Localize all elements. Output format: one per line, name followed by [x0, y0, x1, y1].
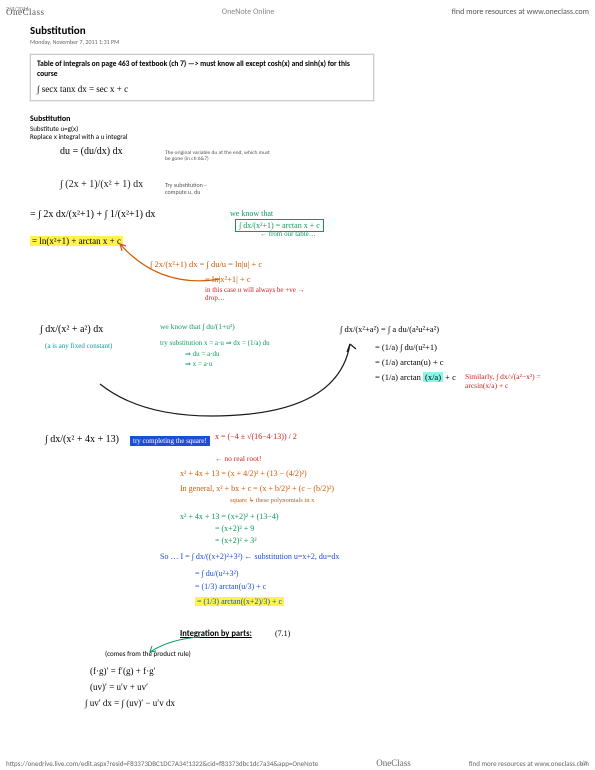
int3-so: So … I = ∫ dx/((x+2)²+3²) ← substitution…	[160, 552, 339, 561]
notebox-eq: ∫ secx tanx dx = sec x + c	[37, 84, 367, 95]
int3-step2: = (1/3) arctan(u/3) + c	[195, 582, 266, 591]
int3-final: = (1/3) arctan((x+2)/3) + c	[195, 597, 284, 606]
int3-gen: In general, x² + bx + c = (x + b/2)² + (…	[180, 484, 334, 493]
date-stamp: 2/9/2016	[6, 5, 29, 13]
ibp-from: (comes from the product rule)	[105, 649, 191, 658]
sub-step2: Replace x integral with a u integral	[30, 132, 127, 141]
page-number: 1/3	[579, 759, 587, 767]
page-date: Monday, November 7, 2011 1:31 PM	[30, 38, 565, 46]
int2-sub2: ⇒ du = a·du	[185, 350, 220, 358]
int3-gen2: square ↳ these polynomials in x	[230, 496, 314, 504]
int3-c3: = (x+2)² + 9	[215, 524, 254, 533]
int2-sub: try substitution x = a·u ⇒ dx = (1/a) du	[160, 339, 270, 347]
footer-url: https://onedrive.live.com/edit.aspx?resi…	[6, 759, 318, 768]
int3-quad: x = (−4 ± √(16−4·13)) / 2	[215, 432, 297, 441]
int2-main: ∫ dx/(x² + a²) dx	[40, 324, 103, 336]
int1-sub2: = ln|x²+1| + c	[205, 274, 251, 284]
notebox-text: Table of integrals on page 463 of textbo…	[37, 60, 367, 80]
int2-rhs4: = (1/a) arctan (x/a) + c	[375, 372, 456, 382]
int3-c1: x² + 4x + 13 = (x + 4/2)² + (13 − (4/2)²…	[180, 469, 307, 478]
app-name: OneNote Online	[222, 7, 275, 17]
note-box: Table of integrals on page 463 of textbo…	[30, 54, 374, 101]
int3-noroot: ← no real root!	[215, 454, 261, 463]
footer-resources: find more resources at www.oneclass.com	[469, 759, 589, 768]
int1-know3: ← from our table…	[260, 230, 316, 238]
footer-brand: OneClass	[376, 758, 411, 768]
int1-split: = ∫ 2x dx/(x²+1) + ∫ 1/(x²+1) dx	[30, 209, 155, 221]
sub-heading: Substitution	[30, 114, 70, 124]
int1-try: Try substitution – compute u, du	[165, 182, 225, 195]
du-eq: du = (du/dx) dx	[60, 146, 123, 158]
int1-main: ∫ (2x + 1)/(x² + 1) dx	[60, 179, 143, 191]
int3-final-hl: = (1/3) arctan((x+2)/3) + c	[195, 597, 284, 606]
resources-link: find more resources at www.oneclass.com	[452, 7, 589, 17]
ibp-title: Integration by parts:	[180, 629, 252, 639]
int1-result-hl: = ln(x²+1) + arctan x + c	[30, 236, 123, 246]
ibp-d1: (f·g)′ = f′(g) + f·g′	[90, 666, 156, 677]
page-content: Substitution Monday, November 7, 2011 1:…	[30, 24, 565, 750]
int3-step: = ∫ du/(u²+3²)	[195, 569, 239, 578]
int3-main: ∫ dx/(x² + 4x + 13)	[45, 434, 119, 446]
int2-rhs1: ∫ dx/(x²+a²) = ∫ a du/(a²u²+a²)	[340, 324, 439, 334]
int1-sub3: in this case u will always be +ve → drop…	[205, 287, 305, 302]
int1-know1: we know that	[230, 209, 273, 218]
int2-rhs3: = (1/a) arctan(u) + c	[375, 357, 444, 367]
page-title: Substitution	[30, 24, 565, 37]
int2-note: (a is any fixed constant)	[45, 342, 112, 350]
du-note: The original variable du at the end, whi…	[165, 150, 275, 162]
int1-sub1: ∫ 2x/(x²+1) dx = ∫ du/u = ln|u| + c	[150, 259, 262, 269]
int1-result: = ln(x²+1) + arctan x + c	[30, 236, 123, 247]
header-bar: OneClass OneNote Online find more resour…	[0, 4, 595, 20]
int3-c4: = (x+2)² + 3²	[215, 536, 257, 545]
int2-sub3: ⇒ x = a·u	[185, 360, 213, 368]
int3-try: try completing the square!	[130, 436, 210, 446]
ibp-ref: (7.1)	[275, 629, 290, 638]
ibp-d3: ∫ uv′ dx = ∫ (uv)′ − u′v dx	[85, 698, 175, 709]
ibp-d2: (uv)′ = u′v + uv′	[90, 682, 148, 693]
int3-c2: x² + 4x + 13 = (x+2)² + (13−4)	[180, 512, 279, 521]
int2-rhs4-hl: (x/a)	[423, 372, 443, 382]
int2-similar: Similarly, ∫ dx/√(a²−x²) = arcsin(x/a) +…	[465, 372, 565, 390]
int2-know: we know that ∫ du/(1+u²)	[160, 322, 235, 331]
int2-rhs2: = (1/a) ∫ du/(u²+1)	[375, 342, 437, 352]
footer-bar: https://onedrive.live.com/edit.aspx?resi…	[0, 758, 595, 768]
arrow-2	[90, 334, 370, 424]
